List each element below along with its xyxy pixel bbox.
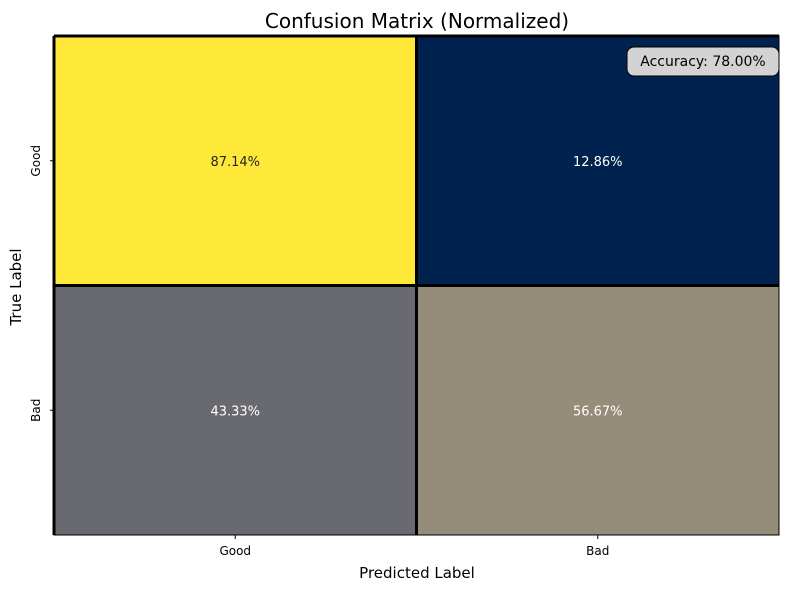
plot-frame — [53, 35, 780, 536]
y-axis-ticks: Good Bad — [29, 145, 54, 422]
y-tick-label: Bad — [29, 399, 43, 422]
x-axis-ticks: Good Bad — [219, 535, 609, 558]
x-tick-label: Good — [219, 544, 251, 558]
accuracy-annotation-text: Accuracy: 78.00% — [640, 54, 765, 70]
cell-value-label-1-0: 43.33% — [210, 404, 260, 419]
heatmap-cell-0-1 — [416, 36, 779, 286]
heatmap-cell-labels: 87.14% 12.86% 43.33% 56.67% — [210, 155, 622, 420]
cell-value-label-0-0: 87.14% — [210, 155, 260, 170]
y-tick-label: Good — [29, 145, 43, 177]
cell-value-label-0-1: 12.86% — [573, 155, 623, 170]
heatmap-cells — [54, 36, 779, 535]
accuracy-annotation-box — [626, 46, 780, 77]
heatmap-cell-1-0 — [54, 285, 417, 535]
heatmap-cell-0-0 — [54, 36, 417, 286]
y-axis-label: True Label — [7, 248, 25, 326]
x-axis-label: Predicted Label — [359, 564, 475, 582]
cell-value-label-1-1: 56.67% — [573, 404, 623, 419]
heatmap-cell-1-1 — [416, 285, 779, 535]
chart-title: Confusion Matrix (Normalized) — [265, 9, 569, 33]
x-tick-label: Bad — [586, 544, 609, 558]
accuracy-annotation: Accuracy: 78.00% — [626, 46, 780, 77]
